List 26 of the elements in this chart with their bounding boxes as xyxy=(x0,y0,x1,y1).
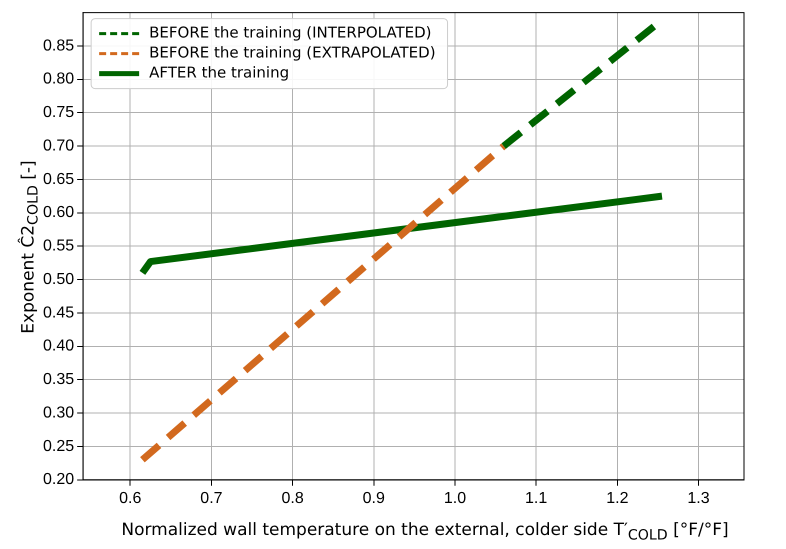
x-tick-label: 0.7 xyxy=(200,490,223,507)
y-tick-label: 0.30 xyxy=(43,404,74,422)
y-tick-label: 0.20 xyxy=(43,471,74,488)
y-tick-label: 0.45 xyxy=(43,304,74,322)
x-tick-label: 1.3 xyxy=(687,490,710,507)
legend-label: BEFORE the training (INTERPOLATED) xyxy=(149,23,432,42)
y-tick-label: 0.60 xyxy=(43,204,74,222)
x-tick-label: 1.1 xyxy=(525,490,548,507)
y-tick-label: 0.75 xyxy=(43,104,74,122)
y-tick-label: 0.55 xyxy=(43,238,74,255)
x-tick-label: 0.8 xyxy=(281,490,304,507)
y-tick-label: 0.40 xyxy=(43,338,74,355)
x-axis-title: Normalized wall temperature on the external, colder side T′$_{COLD}$ [°F/°F] xyxy=(120,520,730,544)
y-tick-label: 0.35 xyxy=(43,371,74,388)
y-tick-label: 0.50 xyxy=(43,270,74,288)
x-tick-label: 1.0 xyxy=(444,490,466,507)
x-tick-label: 0.6 xyxy=(119,490,142,507)
y-tick-label: 0.80 xyxy=(43,70,74,88)
y-tick-label: 0.65 xyxy=(43,170,74,188)
y-tick-label: 0.25 xyxy=(43,438,74,455)
x-tick-label: 1.2 xyxy=(606,490,629,507)
legend-label: AFTER the training xyxy=(149,63,290,82)
legend-label: BEFORE the training (EXTRAPOLATED) xyxy=(149,43,436,62)
y-tick-label: 0.70 xyxy=(43,137,74,154)
x-tick-label: 0.9 xyxy=(362,490,386,507)
y-tick-label: 0.85 xyxy=(43,37,74,54)
